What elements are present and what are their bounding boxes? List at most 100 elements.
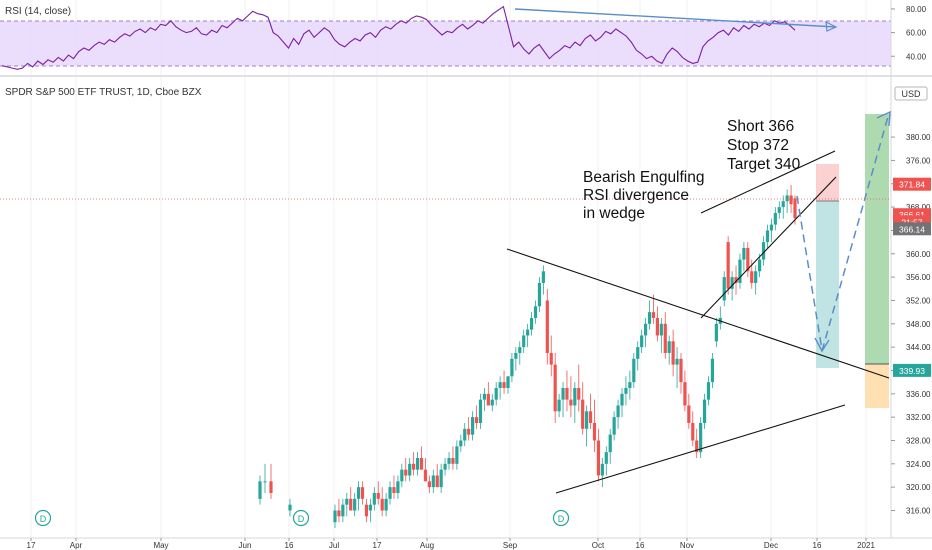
candle-body [514, 352, 518, 359]
candle-body [541, 271, 545, 283]
candle-body [474, 417, 479, 423]
candle [258, 475, 262, 505]
candle [529, 312, 534, 336]
candle-body [643, 323, 648, 336]
candle-body [467, 428, 471, 435]
candle [588, 393, 593, 429]
candle [761, 236, 766, 266]
candle [368, 498, 372, 523]
up-projection-line[interactable] [821, 112, 890, 352]
candle [549, 335, 553, 377]
candle-body [596, 440, 601, 476]
dividend-marker[interactable]: D [292, 509, 310, 527]
wedge-lower-line[interactable] [700, 176, 837, 319]
long-profit-zone[interactable] [865, 114, 889, 364]
candle-body [683, 382, 687, 406]
svg-text:D: D [558, 514, 565, 524]
rsi-title: RSI (14, close) [5, 6, 71, 17]
descending-trendline[interactable] [506, 248, 890, 379]
stop-zone[interactable] [816, 164, 839, 201]
candle [498, 376, 502, 400]
price-title: SPDR S&P 500 ETF TRUST, 1D, Cboe BZX [5, 87, 202, 98]
candle [341, 498, 345, 523]
price-tick-label: 352.00 [906, 296, 931, 305]
wedge-upper-line[interactable] [700, 150, 836, 214]
candle [443, 457, 447, 476]
price-tick-label: 316.00 [906, 506, 931, 515]
candle [722, 271, 726, 307]
candle [714, 317, 718, 348]
candle [651, 294, 656, 324]
candle-body [750, 271, 754, 283]
candle [494, 382, 498, 406]
candle [624, 376, 628, 406]
candle-body [702, 399, 707, 423]
price-tick-label: 336.00 [906, 390, 931, 399]
candle-body [533, 306, 538, 318]
candle [655, 306, 659, 342]
candle-body [415, 457, 420, 470]
dividend-marker[interactable]: D [552, 509, 570, 527]
candle-body [258, 481, 262, 499]
candle-body [455, 446, 459, 464]
dividend-marker[interactable]: D [34, 509, 52, 527]
candle [691, 411, 695, 447]
target-zone[interactable] [816, 201, 839, 368]
candle-body [592, 422, 597, 441]
candle [451, 446, 455, 470]
candle [288, 498, 292, 517]
candle [608, 428, 612, 464]
candle [545, 288, 549, 365]
candle [636, 341, 640, 371]
candle-body [663, 323, 667, 353]
trade-setup-note[interactable]: Short 366 Stop 372 Target 340 [727, 118, 801, 173]
candle-body [640, 335, 644, 348]
price-badge-bg [893, 177, 931, 191]
candle [699, 417, 703, 458]
candle [463, 422, 467, 447]
candle [769, 218, 774, 243]
candle [577, 364, 581, 412]
candle [683, 370, 687, 412]
pattern-line-1: Bearish Engulfing [583, 169, 705, 186]
candle [581, 382, 585, 435]
candle [671, 329, 675, 377]
candle [561, 382, 565, 418]
price-tick-label: 360.00 [906, 250, 931, 259]
candle [372, 487, 376, 511]
candle-body [726, 242, 730, 289]
pattern-note[interactable]: Bearish Engulfing RSI divergence in wedg… [583, 169, 705, 222]
time-tick-label: Jul [329, 541, 339, 550]
pattern-line-2: RSI divergence [583, 187, 689, 204]
rsi-line [1, 5, 796, 70]
candle-body [529, 317, 534, 330]
candle-body [675, 358, 679, 365]
candle-body [423, 469, 428, 482]
candle [380, 487, 384, 517]
candle-body [793, 198, 797, 219]
ascending-support-trendline[interactable] [555, 404, 846, 494]
candle-body [384, 498, 388, 511]
currency-box[interactable] [894, 86, 928, 101]
time-axis[interactable]: 17 Apr May Jun 16 Jul 17 Aug Sep Oct 16 Nov Dec 16 202… [27, 538, 876, 550]
candle-body [581, 399, 585, 429]
price-badge-label: 371.84 [899, 180, 925, 190]
down-projection-line[interactable] [796, 195, 823, 351]
time-tick-label: 16 [813, 541, 822, 550]
candle [659, 317, 663, 353]
candle-body [364, 504, 369, 517]
time-tick-label: Oct [592, 541, 605, 550]
price-tick-label: 324.00 [906, 460, 931, 469]
candle-body [288, 504, 292, 511]
candle-body [667, 341, 671, 353]
candle [687, 393, 691, 429]
rsi-axis[interactable]: 80.00 60.00 40.00 [891, 5, 927, 61]
candle-body [636, 347, 640, 359]
candle [356, 481, 361, 511]
candle-body [758, 259, 762, 272]
candle [541, 265, 545, 295]
candle-body [482, 393, 487, 400]
candle-body [679, 358, 683, 383]
candle [349, 487, 353, 511]
